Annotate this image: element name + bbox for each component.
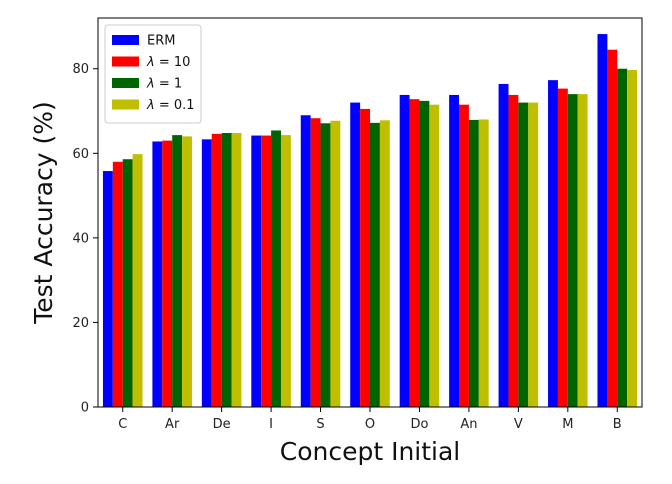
x-tick-label: An xyxy=(460,417,477,432)
x-tick-label: De xyxy=(213,417,231,432)
bar-O-series-2 xyxy=(370,122,380,408)
bar-V-series-3 xyxy=(528,102,539,407)
legend-label: λ = 0.1 xyxy=(146,98,195,113)
bar-O-series-3 xyxy=(379,120,390,407)
legend-swatch xyxy=(112,99,139,110)
bar-O-series-1 xyxy=(360,108,370,407)
bar-S-series-2 xyxy=(320,123,331,407)
bar-M-series-3 xyxy=(577,94,588,408)
legend-symbol: λ xyxy=(146,55,155,70)
bar-B-series-3 xyxy=(627,70,638,407)
legend-text: = 1 xyxy=(155,77,182,92)
bar-Do-series-0 xyxy=(399,94,410,407)
x-tick-label: B xyxy=(613,417,622,432)
bar-V-series-0 xyxy=(498,83,509,408)
legend-swatch xyxy=(112,56,139,67)
bar-C-series-0 xyxy=(102,171,113,407)
x-tick-label: O xyxy=(365,417,375,432)
bar-Do-series-1 xyxy=(409,99,420,408)
bar-S-series-1 xyxy=(310,118,321,408)
bar-De-series-0 xyxy=(201,139,212,407)
bar-An-series-3 xyxy=(478,119,489,407)
legend-label: λ = 1 xyxy=(146,77,182,92)
bar-Ar-series-1 xyxy=(162,140,173,407)
bar-B-series-1 xyxy=(607,49,618,408)
bar-B-series-0 xyxy=(597,34,608,407)
bar-De-series-3 xyxy=(231,133,242,407)
legend-text: = 0.1 xyxy=(155,98,195,113)
x-tick-label: C xyxy=(118,417,127,432)
legend-symbol: λ xyxy=(146,77,155,92)
bar-B-series-2 xyxy=(617,68,628,408)
bar-V-series-1 xyxy=(508,94,519,407)
legend-text: ERM xyxy=(147,34,175,49)
bar-S-series-3 xyxy=(330,120,341,407)
y-axis-label: Test Accuracy (%) xyxy=(29,101,58,325)
bar-An-series-1 xyxy=(459,104,469,408)
legend-label: ERM xyxy=(147,34,175,49)
bar-M-series-0 xyxy=(548,80,558,407)
bar-Do-series-3 xyxy=(429,104,440,408)
y-tick-label: 0 xyxy=(81,401,89,416)
y-tick-label: 40 xyxy=(72,231,89,246)
bar-I-series-2 xyxy=(271,130,281,407)
x-tick-label: I xyxy=(269,417,273,432)
bar-I-series-3 xyxy=(280,135,291,407)
bar-O-series-0 xyxy=(350,102,361,407)
bar-C-series-1 xyxy=(112,161,123,407)
y-tick-label: 80 xyxy=(72,62,89,77)
bar-De-series-2 xyxy=(221,133,232,407)
x-tick-label: V xyxy=(514,417,523,432)
x-tick-label: S xyxy=(316,417,324,432)
bar-S-series-0 xyxy=(300,115,311,407)
legend-swatch xyxy=(112,78,139,88)
legend-text: = 10 xyxy=(155,55,191,70)
x-axis: C Ar De I S O Do An V M B xyxy=(118,407,622,432)
y-axis: 0 20 40 60 80 xyxy=(72,62,98,416)
bar-M-series-1 xyxy=(557,88,568,408)
legend-swatch xyxy=(112,35,139,45)
x-tick-label: Ar xyxy=(165,417,180,432)
bar-V-series-2 xyxy=(518,102,529,407)
x-tick-label: Do xyxy=(410,417,428,432)
bar-Ar-series-0 xyxy=(152,141,163,407)
bar-De-series-1 xyxy=(211,133,222,407)
bar-I-series-1 xyxy=(261,135,272,408)
bar-C-series-2 xyxy=(122,159,133,407)
x-axis-label: Concept Initial xyxy=(280,437,461,466)
bar-I-series-0 xyxy=(251,135,262,408)
bar-Ar-series-2 xyxy=(172,135,183,407)
legend-box xyxy=(104,24,202,124)
bar-M-series-2 xyxy=(567,94,578,408)
bars-group xyxy=(102,34,638,408)
legend-label: λ = 10 xyxy=(146,55,190,70)
bar-Do-series-2 xyxy=(419,100,430,408)
bar-An-series-0 xyxy=(449,94,460,407)
bar-Ar-series-3 xyxy=(182,136,192,407)
bar-C-series-3 xyxy=(132,154,143,407)
y-tick-label: 60 xyxy=(72,147,89,162)
y-tick-label: 20 xyxy=(72,316,89,331)
x-tick-label: M xyxy=(562,417,573,432)
legend-symbol: λ xyxy=(146,98,155,113)
bar-An-series-2 xyxy=(468,119,479,408)
